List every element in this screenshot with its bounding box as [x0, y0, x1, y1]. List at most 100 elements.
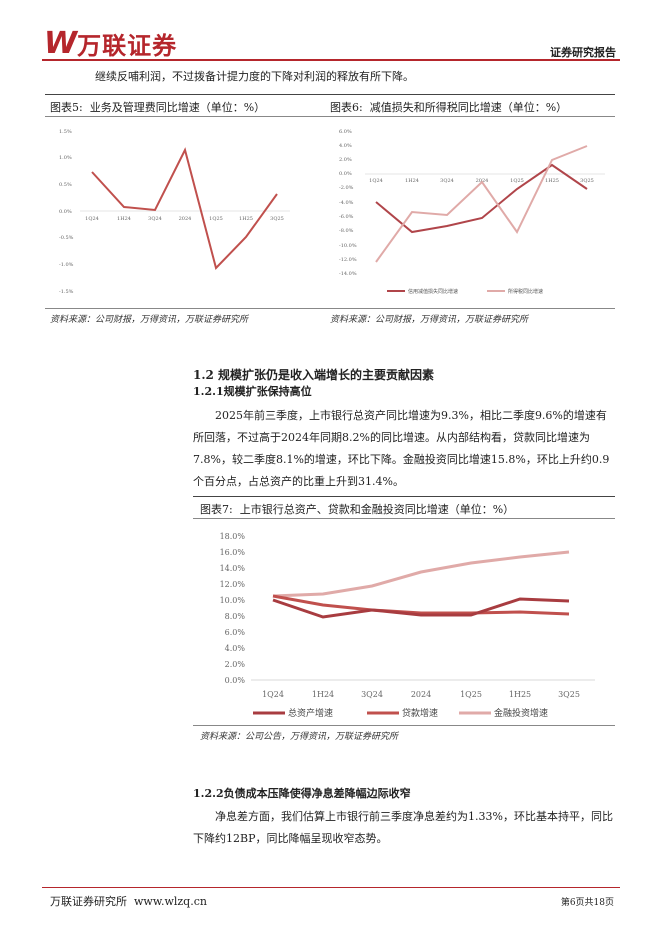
figure6-label: 图表6: — [330, 101, 363, 114]
figure7-title: 图表7: 上市银行总资产、贷款和金融投资同比增速（单位：%） — [200, 501, 514, 517]
svg-text:-0.5%: -0.5% — [59, 235, 74, 241]
figure5-label: 图表5: — [50, 101, 83, 114]
figure7-x-axis: 1Q24 1H24 3Q24 2024 1Q25 1H25 3Q25 — [262, 690, 580, 699]
figure7-bottom-border — [193, 725, 615, 726]
svg-text:14.0%: 14.0% — [220, 564, 246, 573]
svg-text:16.0%: 16.0% — [220, 548, 246, 557]
figure6-title-text: 减值损失和所得税同比增速（单位：%） — [369, 101, 568, 114]
svg-text:2.0%: 2.0% — [225, 660, 246, 669]
svg-text:3Q25: 3Q25 — [558, 690, 580, 699]
svg-text:1.0%: 1.0% — [59, 155, 72, 161]
svg-text:1H25: 1H25 — [239, 216, 253, 222]
figure7-legend: 总资产增速 贷款增速 金融投资增速 — [253, 707, 548, 719]
svg-text:4.0%: 4.0% — [225, 644, 246, 653]
svg-text:-1.5%: -1.5% — [59, 289, 74, 295]
figure6-title: 图表6: 减值损失和所得税同比增速（单位：%） — [330, 99, 567, 115]
svg-text:8.0%: 8.0% — [225, 612, 246, 621]
footer-org: 万联证券研究所 www.wlzq.cn — [50, 893, 207, 909]
svg-text:2024: 2024 — [411, 690, 431, 699]
figure7-source: 资料来源：公司公告，万得资讯，万联证券研究所 — [200, 732, 399, 742]
figure7-chart: 18.0% 16.0% 14.0% 12.0% 10.0% 8.0% 6.0% … — [220, 532, 595, 719]
svg-text:-2.0%: -2.0% — [339, 185, 354, 191]
svg-text:6.0%: 6.0% — [225, 628, 246, 637]
footer-org-name: 万联证券研究所 — [50, 895, 127, 908]
intro-paragraph: 继续反哺利润，不过拨备计提力度的下降对利润的释放有所下降。 — [95, 70, 414, 83]
svg-text:-6.0%: -6.0% — [339, 214, 354, 220]
svg-text:2024: 2024 — [179, 216, 192, 222]
svg-text:-10.0%: -10.0% — [339, 243, 357, 249]
svg-text:1Q25: 1Q25 — [460, 690, 482, 699]
section-1-2-2-paragraph: 净息差方面，我们估算上市银行前三季度净息差约为1.33%，环比基本持平，同比下降… — [193, 810, 613, 845]
svg-text:1Q25: 1Q25 — [510, 178, 524, 184]
svg-text:3Q24: 3Q24 — [148, 216, 162, 222]
svg-text:1H25: 1H25 — [545, 178, 559, 184]
figure-row-title-divider — [45, 116, 615, 117]
svg-text:-1.0%: -1.0% — [59, 262, 74, 268]
footer-page-number: 第6页共18页 — [560, 898, 614, 908]
section-1-2-1-paragraph: 2025年前三季度，上市银行总资产同比增速为9.3%，相比二季度9.6%的增速有… — [193, 409, 610, 488]
svg-text:1.5%: 1.5% — [59, 129, 72, 135]
figure5-chart: 1.5% 1.0% 0.5% 0.0% -0.5% -1.0% -1.5% 1Q… — [59, 129, 290, 295]
svg-text:0.0%: 0.0% — [225, 676, 246, 685]
svg-text:总资产增速: 总资产增速 — [288, 707, 333, 719]
svg-text:0.0%: 0.0% — [339, 171, 352, 177]
figure-row-top-border — [45, 94, 615, 95]
figure5-series-line — [91, 147, 278, 270]
figure7-title-divider — [193, 518, 615, 519]
figure5-x-axis: 1Q24 1H24 3Q24 2024 1Q25 1H25 3Q25 — [85, 216, 284, 222]
figure6-series-tax — [375, 145, 588, 263]
figure5-y-axis: 1.5% 1.0% 0.5% 0.0% -0.5% -1.0% -1.5% — [59, 129, 74, 295]
svg-text:12.0%: 12.0% — [220, 580, 246, 589]
figure6-source: 资料来源：公司财报，万得资讯，万联证券研究所 — [330, 315, 529, 325]
svg-text:1H25: 1H25 — [509, 690, 531, 699]
svg-text:0.5%: 0.5% — [59, 182, 72, 188]
svg-text:1H24: 1H24 — [405, 178, 419, 184]
figure5-title: 图表5: 业务及管理费同比增速（单位：%） — [50, 99, 265, 115]
svg-text:贷款增速: 贷款增速 — [402, 707, 438, 719]
doc-type-label: 证券研究报告 — [550, 46, 616, 59]
figure6-y-axis: 6.0% 4.0% 2.0% 0.0% -2.0% -4.0% -6.0% -8… — [339, 129, 357, 277]
figure7-top-border — [193, 496, 615, 497]
svg-text:信用减值损失同比增速: 信用减值损失同比增速 — [408, 288, 458, 295]
svg-text:-14.0%: -14.0% — [339, 271, 357, 277]
svg-text:金融投资增速: 金融投资增速 — [494, 707, 548, 719]
svg-text:所得税同比增速: 所得税同比增速 — [508, 288, 543, 295]
section-1-2-1-title: 1.2.1规模扩张保持高位 — [193, 385, 312, 398]
svg-text:1Q24: 1Q24 — [369, 178, 383, 184]
svg-text:1H24: 1H24 — [312, 690, 334, 699]
svg-text:18.0%: 18.0% — [220, 532, 246, 541]
svg-text:10.0%: 10.0% — [220, 596, 246, 605]
figure6-legend: 信用减值损失同比增速 所得税同比增速 — [387, 288, 543, 295]
footer-divider — [42, 887, 620, 888]
svg-text:3Q25: 3Q25 — [270, 216, 284, 222]
section-1-2-2-title: 1.2.2负债成本压降使得净息差降幅边际收窄 — [193, 787, 411, 800]
svg-text:1Q24: 1Q24 — [85, 216, 99, 222]
figure-row-bottom-border — [45, 308, 615, 309]
svg-text:1Q25: 1Q25 — [209, 216, 223, 222]
brand-logo: W 万联证券 — [44, 26, 177, 61]
svg-text:-4.0%: -4.0% — [339, 200, 354, 206]
svg-text:3Q24: 3Q24 — [361, 690, 383, 699]
figure7-series-investment — [272, 550, 570, 598]
svg-text:-8.0%: -8.0% — [339, 228, 354, 234]
figure6-chart: 6.0% 4.0% 2.0% 0.0% -2.0% -4.0% -6.0% -8… — [339, 129, 605, 295]
logo-text: 万联证券 — [77, 32, 178, 60]
logo-mark: W — [44, 26, 77, 61]
figure7-y-axis: 18.0% 16.0% 14.0% 12.0% 10.0% 8.0% 6.0% … — [220, 532, 246, 685]
figure5-title-text: 业务及管理费同比增速（单位：%） — [89, 101, 266, 114]
svg-text:6.0%: 6.0% — [339, 129, 352, 135]
svg-text:1H24: 1H24 — [117, 216, 131, 222]
svg-text:3Q24: 3Q24 — [440, 178, 454, 184]
figure7-series-loans — [272, 594, 570, 616]
figure6-series-impairment — [375, 163, 588, 234]
footer-url[interactable]: www.wlzq.cn — [134, 895, 207, 908]
figure7-label: 图表7: — [200, 503, 233, 516]
svg-text:1Q24: 1Q24 — [262, 690, 284, 699]
svg-text:3Q25: 3Q25 — [580, 178, 594, 184]
svg-text:-12.0%: -12.0% — [339, 257, 357, 263]
svg-text:2.0%: 2.0% — [339, 157, 352, 163]
svg-text:0.0%: 0.0% — [59, 209, 72, 215]
figure5-source: 资料来源：公司财报，万得资讯，万联证券研究所 — [50, 315, 249, 325]
svg-text:4.0%: 4.0% — [339, 143, 352, 149]
figure7-title-text: 上市银行总资产、贷款和金融投资同比增速（单位：%） — [239, 503, 515, 516]
